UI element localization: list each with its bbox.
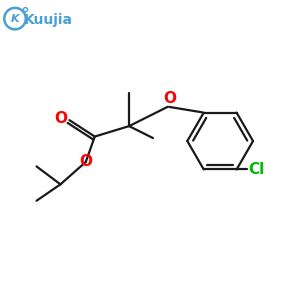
Text: Kuujia: Kuujia [23,13,72,26]
Text: Cl: Cl [248,162,265,177]
Text: O: O [163,91,176,106]
Text: O: O [55,111,68,126]
Text: O: O [79,154,92,169]
Text: K: K [11,14,19,24]
